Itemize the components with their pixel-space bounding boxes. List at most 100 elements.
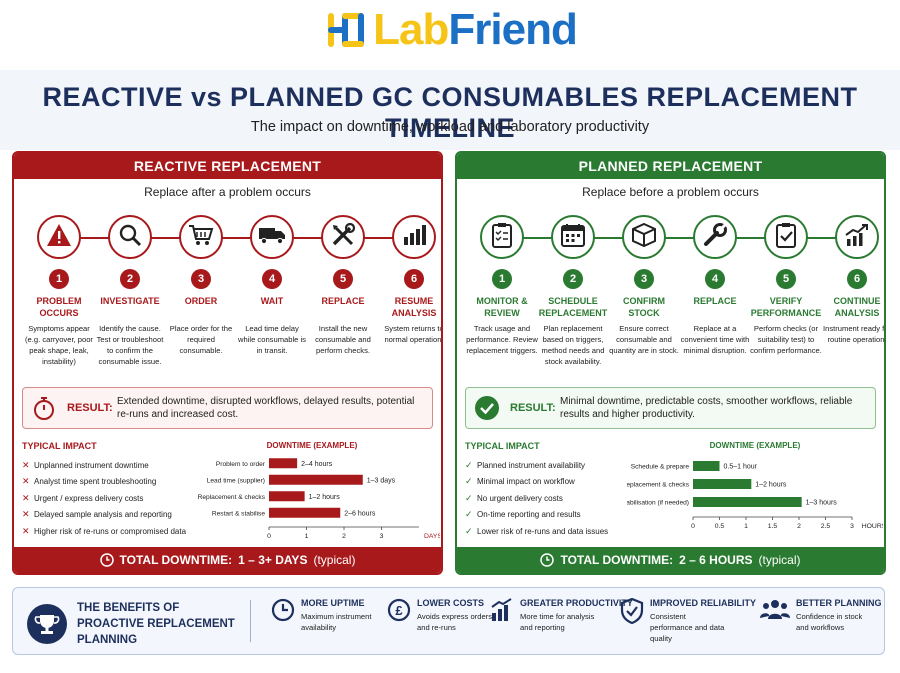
step-icon-circle: [392, 215, 436, 259]
reactive-downtime-chart: DOWNTIME (EXAMPLE) Problem to order 2–4 h…: [184, 441, 440, 549]
step-icon-circle: [37, 215, 81, 259]
reactive-panel: REACTIVE REPLACEMENT Replace after a pro…: [12, 151, 443, 575]
step-description: Ensure correct consumable and quantity a…: [609, 324, 679, 355]
step-icon-circle: [250, 215, 294, 259]
impact-item: ✓ Lower risk of re-runs and data issues: [465, 523, 640, 540]
step-number: 1: [492, 269, 512, 289]
step-number: 5: [776, 269, 796, 289]
clock-icon: [271, 598, 295, 633]
logo-mark-icon: [328, 13, 365, 47]
impact-item: ✕ Unplanned instrument downtime: [22, 457, 197, 474]
downtime-bar: [269, 491, 305, 502]
timeline-step: 5 VERIFY PERFORMANCE Perform checks (or su…: [750, 213, 822, 356]
benefit-heading: MORE UPTIME: [301, 598, 365, 608]
impact-text: On-time reporting and results: [477, 510, 581, 520]
impact-header: TYPICAL IMPACT: [22, 441, 97, 451]
step-description: Lead time delay while consumable is in t…: [238, 324, 306, 355]
pound-coin-icon: £: [387, 598, 411, 633]
labfriend-logo: LabFriend: [0, 4, 900, 56]
benefit-item: BETTER PLANNING Confidence in stock and w…: [760, 598, 882, 633]
page-title: REACTIVE vs PLANNED GC CONSUMABLES REPLA…: [42, 82, 858, 143]
downtime-bar: [269, 474, 363, 485]
timeline-step: 4 WAIT Lead time delay while consumable is…: [236, 213, 308, 356]
planned-tagline: Replace before a problem occurs: [582, 185, 759, 199]
step-name: PROBLEM OCCURS: [36, 296, 82, 318]
step-name: MONITOR & REVIEW: [476, 296, 528, 318]
step-description: Install the new consumable and perform c…: [315, 324, 371, 355]
impact-item: ✕ Delayed sample analysis and reporting: [22, 507, 197, 524]
tick-label: 1: [305, 533, 309, 540]
benefits-bar: THE BENEFITS OF PROACTIVE REPLACEMENT PL…: [12, 587, 885, 655]
bar-chart-icon: [401, 223, 427, 252]
step-icon-circle: [480, 215, 524, 259]
tick-label: 3: [380, 533, 384, 540]
step-number: 4: [262, 269, 282, 289]
timeline-step: 2 SCHEDULE REPLACEMENT Plan replacement ba…: [537, 213, 609, 367]
timeline-line: [50, 237, 405, 239]
step-description: Symptoms appear (e.g. carryover, poor pe…: [25, 324, 93, 366]
planned-result: RESULT: Minimal downtime, predictable co…: [465, 387, 876, 429]
step-name: REPLACE: [321, 296, 365, 306]
tools-icon: [330, 222, 356, 253]
check-icon: ✓: [465, 476, 473, 487]
clock-icon: [540, 553, 555, 567]
trend-chart-icon: [844, 223, 870, 252]
cross-icon: ✕: [22, 492, 30, 503]
impact-text: Delayed sample analysis and reporting: [34, 510, 172, 520]
reactive-tagline: Replace after a problem occurs: [144, 185, 311, 199]
chart-title: DOWNTIME (EXAMPLE): [709, 441, 801, 450]
tick-label: 0: [691, 523, 695, 530]
result-text: Extended downtime, disrupted workflows, …: [117, 396, 415, 420]
category-label: Stabilisation (if needed): [627, 500, 689, 507]
planned-impact: TYPICAL IMPACT ✓ Planned instrument avail…: [465, 441, 640, 540]
category-label: Replacement & checks: [627, 482, 690, 489]
downtime-bar: [269, 458, 298, 469]
step-icon-circle: [693, 215, 737, 259]
step-number: 6: [847, 269, 867, 289]
timeline-line: [493, 237, 848, 239]
step-number: 4: [705, 269, 725, 289]
step-description: Replace at a convenient time with minima…: [680, 324, 750, 355]
timeline-step: 3 ORDER Place order for the required consu…: [165, 213, 237, 356]
impact-item: ✓ No urgent delivery costs: [465, 490, 640, 507]
tick-label: 2: [342, 533, 346, 540]
tick-label: 0: [267, 533, 271, 540]
benefits-heading: THE BENEFITS OF PROACTIVE REPLACEMENT PL…: [27, 600, 237, 648]
reactive-header: REACTIVE REPLACEMENT: [14, 153, 441, 179]
impact-text: Minimal impact on workflow: [477, 477, 575, 487]
downtime-bar: [693, 461, 720, 471]
benefit-description: More time for analysis and reporting: [520, 612, 595, 632]
stopwatch-icon: [34, 397, 54, 420]
wrench-icon: [702, 222, 728, 253]
impact-text: Lower risk of re-runs and data issues: [477, 526, 609, 536]
benefit-item: £ LOWER COSTS Avoids express orders and re…: [387, 598, 493, 633]
step-description: System returns to normal operation.: [384, 324, 443, 344]
impact-header: TYPICAL IMPACT: [465, 441, 540, 451]
benefits-divider: [250, 600, 251, 642]
trophy-icon: [27, 604, 67, 644]
downtime-bar: [269, 507, 341, 518]
result-label: RESULT:: [67, 402, 113, 414]
total-note: (typical): [313, 553, 356, 567]
step-name: REPLACE: [693, 296, 737, 306]
check-circle-icon: [475, 396, 499, 420]
step-description: Perform checks (or suitability test) to …: [750, 324, 822, 355]
result-label: RESULT:: [510, 402, 556, 414]
planned-panel: PLANNED REPLACEMENT Replace before a pro…: [455, 151, 886, 575]
check-icon: ✓: [465, 459, 473, 470]
title-band: [0, 70, 900, 150]
data-label: 2–6 hours: [344, 510, 376, 517]
benefit-item: GREATER PRODUCTIVITY More time for analys…: [490, 598, 633, 633]
step-name: SCHEDULE REPLACEMENT: [538, 296, 608, 318]
tick-label: 0.5: [715, 523, 725, 530]
step-name: WAIT: [260, 296, 284, 306]
page-subtitle: The impact on downtime, workload and lab…: [250, 119, 650, 135]
check-icon: ✓: [465, 509, 473, 520]
data-label: 1–2 hours: [309, 494, 341, 501]
benefit-description: Avoids express orders and re-runs: [417, 612, 492, 632]
unit-label: DAYS: [424, 533, 440, 540]
reactive-steps: 1 PROBLEM OCCURS Symptoms appear (e.g. car…: [14, 213, 441, 383]
benefit-heading: IMPROVED RELIABILITY: [650, 598, 757, 608]
downtime-bar: [693, 497, 802, 507]
step-icon-circle: [179, 215, 223, 259]
